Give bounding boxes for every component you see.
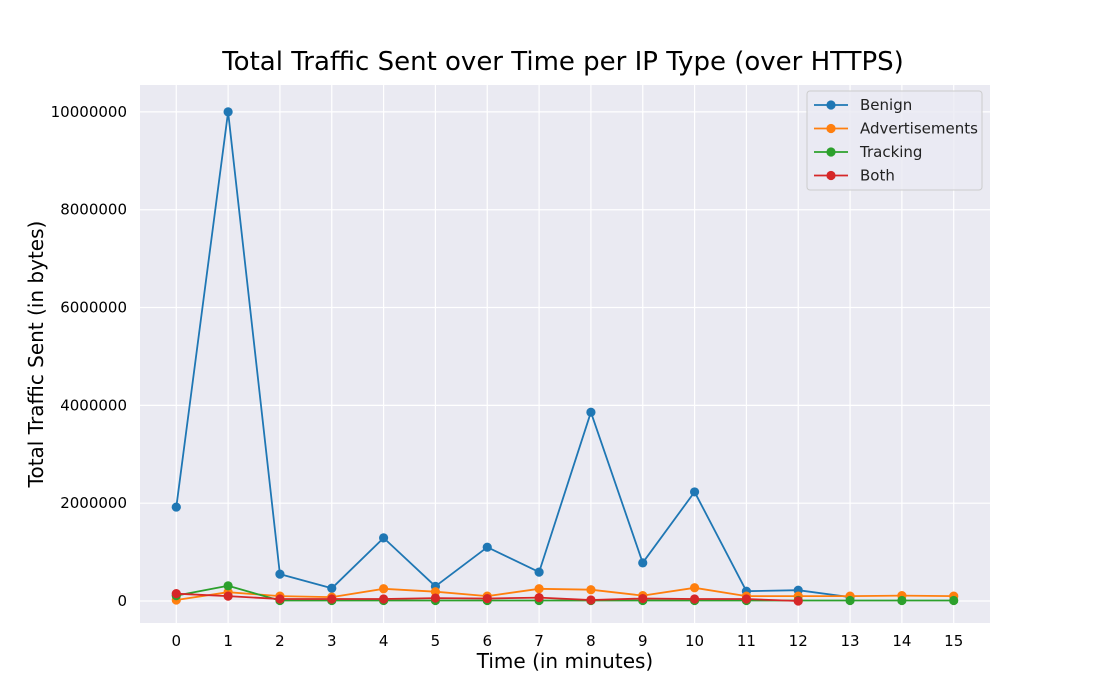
data-point-benign (171, 502, 181, 512)
x-axis-label: Time (in minutes) (476, 649, 653, 673)
x-tick-label: 4 (379, 632, 389, 650)
x-tick-label: 6 (482, 632, 492, 650)
data-point-both (275, 594, 285, 604)
data-point-both (638, 593, 648, 604)
data-point-both (430, 593, 441, 603)
data-point-both (327, 594, 337, 604)
legend-label-benign: Benign (860, 96, 912, 114)
legend-marker-advertisements (826, 123, 836, 134)
y-tick-label: 4000000 (60, 396, 127, 414)
data-point-benign (275, 569, 285, 579)
x-tick-label: 12 (789, 632, 808, 650)
legend-label-advertisements: Advertisements (860, 120, 978, 138)
x-axis-ticks: 0 1 2 3 4 5 6 7 8 9 10 11 12 13 14 15 (172, 632, 964, 650)
x-tick-label: 1 (223, 632, 233, 650)
y-tick-label: 2000000 (60, 494, 127, 512)
y-tick-label: 10000000 (51, 103, 127, 121)
data-point-both (223, 591, 233, 601)
series-line-tracking (176, 584, 954, 602)
data-point-both (534, 592, 544, 603)
data-point-tracking (845, 595, 855, 606)
legend-marker-benign (826, 100, 836, 110)
data-point-tracking (223, 581, 233, 591)
data-point-advertisements (586, 585, 596, 595)
legend-marker-tracking (826, 147, 836, 157)
data-point-both (171, 589, 181, 599)
x-tick-label: 8 (586, 632, 596, 650)
legend-label-both: Both (860, 167, 895, 185)
y-tick-label: 6000000 (60, 299, 127, 317)
series-line-benign (175, 111, 851, 598)
x-tick-label: 0 (172, 632, 182, 650)
x-tick-label: 2 (275, 632, 285, 650)
y-axis-label: Total Traffic Sent (in bytes) (24, 221, 48, 489)
series-layer (171, 107, 959, 606)
y-tick-label: 8000000 (60, 201, 127, 219)
series-line-advertisements (176, 586, 954, 601)
legend-label-tracking: Tracking (859, 143, 922, 161)
data-point-benign (586, 407, 596, 417)
x-tick-label: 10 (685, 632, 704, 650)
data-point-benign (534, 567, 544, 577)
chart-title: Total Traffic Sent over Time per IP Type… (221, 47, 904, 77)
legend: Benign Advertisements Tracking Both (806, 90, 983, 191)
x-tick-label: 14 (892, 632, 911, 650)
x-tick-label: 7 (534, 632, 544, 650)
y-tick-label: 0 (117, 592, 127, 610)
x-tick-label: 9 (638, 632, 648, 650)
data-point-advertisements (378, 584, 389, 594)
data-point-both (793, 596, 803, 606)
y-axis-ticks: 0 2000000 4000000 6000000 8000000 10000000 (51, 103, 127, 610)
data-point-both (586, 595, 596, 605)
x-tick-label: 15 (944, 632, 963, 650)
x-tick-label: 3 (327, 632, 337, 650)
data-point-tracking (949, 595, 959, 606)
data-point-benign (689, 487, 700, 497)
data-point-advertisements (430, 587, 441, 597)
data-point-both (378, 594, 389, 604)
x-tick-label: 11 (737, 632, 756, 650)
grid-lines (140, 85, 990, 623)
data-point-benign (223, 107, 233, 117)
data-point-advertisements (689, 583, 700, 593)
data-point-both (741, 594, 752, 604)
legend-marker-both (826, 170, 836, 181)
data-point-both (482, 593, 492, 604)
data-point-benign (482, 542, 492, 552)
data-point-benign (327, 583, 337, 593)
x-tick-label: 13 (841, 632, 860, 650)
data-point-benign (638, 558, 648, 568)
legend-box (806, 90, 983, 191)
data-point-tracking (897, 595, 907, 606)
x-tick-label: 5 (431, 632, 441, 650)
data-point-advertisements (534, 584, 544, 594)
data-point-benign (378, 533, 389, 543)
data-point-both (689, 594, 700, 604)
